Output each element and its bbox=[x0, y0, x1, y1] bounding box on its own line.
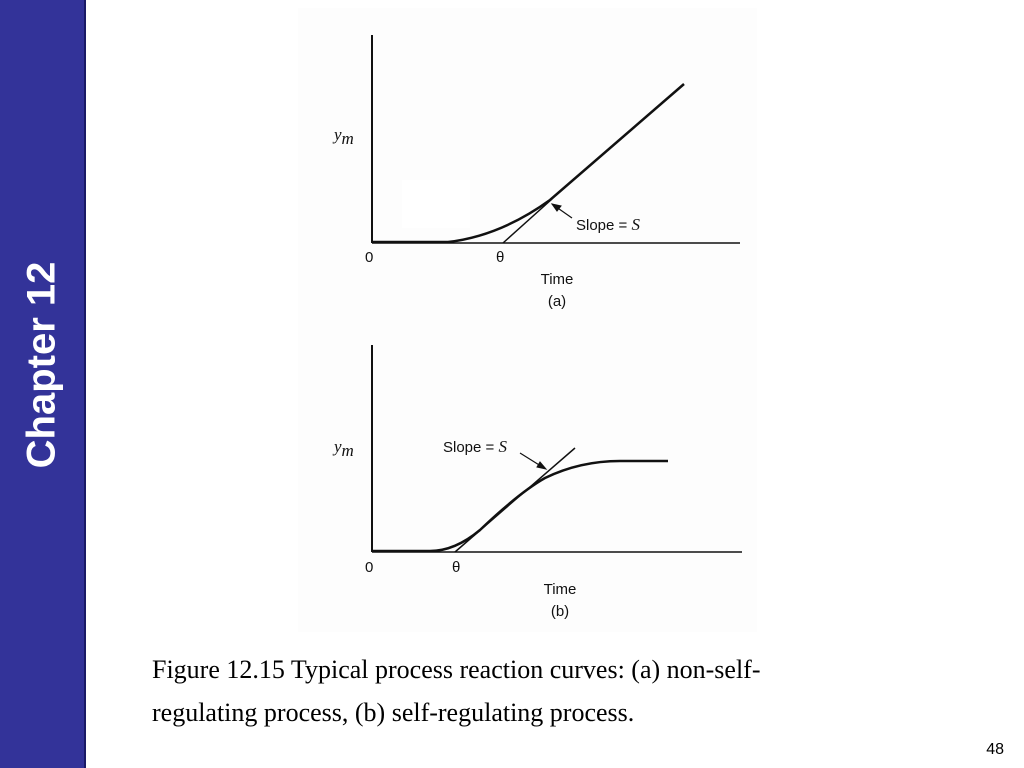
caption-line: Figure 12.15 Typical process reaction cu… bbox=[152, 655, 761, 684]
slope-label: Slope = S bbox=[443, 437, 507, 456]
slope-label: Slope = S bbox=[576, 215, 640, 234]
theta-label: θ bbox=[496, 249, 504, 266]
x-axis-label: Time bbox=[541, 271, 574, 288]
page-number: 48 bbox=[986, 741, 1004, 758]
blank-patch bbox=[402, 180, 470, 228]
tangent-line bbox=[454, 447, 576, 553]
panel-a bbox=[371, 35, 740, 244]
figure-background bbox=[298, 8, 757, 632]
x-axis-label: Time bbox=[544, 581, 577, 598]
y-axis-label: ym bbox=[332, 437, 354, 460]
arrow-head bbox=[550, 203, 562, 212]
response-curve bbox=[372, 83, 685, 244]
caption: Figure 12.15 Typical process reaction cu… bbox=[152, 648, 761, 734]
panel-b bbox=[371, 345, 742, 553]
theta-label: θ bbox=[452, 559, 460, 576]
sidebar: Chapter 12 bbox=[0, 0, 86, 768]
caption-line: regulating process, (b) self-regulating … bbox=[152, 698, 635, 727]
panel-label: (a) bbox=[548, 293, 566, 310]
origin-label: 0 bbox=[365, 559, 373, 576]
arrow-head bbox=[536, 461, 548, 470]
tangent-line bbox=[502, 198, 553, 244]
origin-label: 0 bbox=[365, 249, 373, 266]
panel-label: (b) bbox=[551, 603, 569, 620]
y-axis-label: ym bbox=[332, 125, 354, 148]
